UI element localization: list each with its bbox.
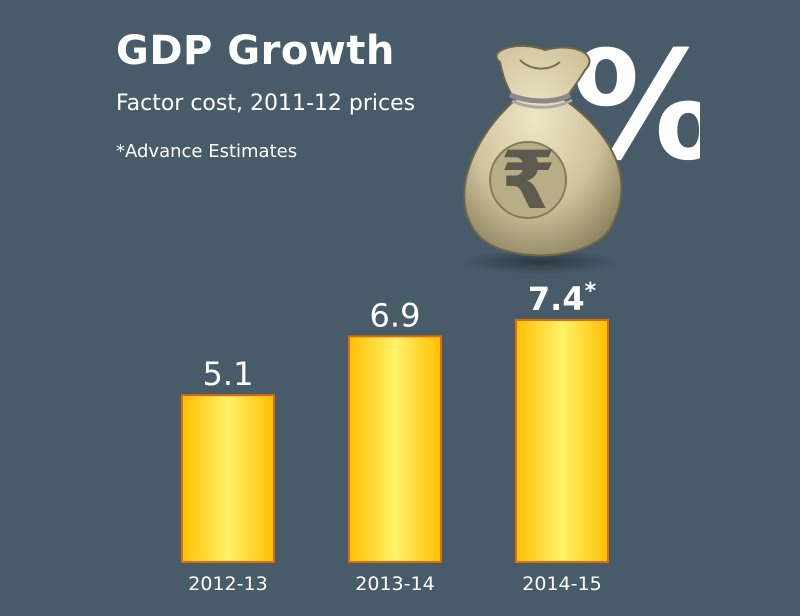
rupee-icon: ₹ (489, 134, 567, 227)
svg-text:₹: ₹ (500, 134, 556, 227)
value-label-2014-15: 7.4* (528, 279, 597, 318)
footnote-advance-estimates: *Advance Estimates (116, 141, 298, 162)
category-label-2014-15: 2014-15 (522, 573, 601, 595)
bar-2013-14 (348, 335, 442, 563)
category-label-2012-13: 2012-13 (188, 573, 267, 595)
chart-subtitle: Factor cost, 2011-12 prices (116, 91, 416, 116)
category-label-2013-14: 2013-14 (355, 573, 434, 595)
bar-2012-13 (181, 394, 275, 563)
bar-2014-15 (515, 319, 609, 563)
chart-title: GDP Growth (116, 28, 395, 74)
money-bag-illustration: % ₹ (460, 20, 700, 274)
value-label-2012-13: 5.1 (203, 355, 254, 393)
value-label-2013-14: 6.9 (370, 296, 421, 334)
